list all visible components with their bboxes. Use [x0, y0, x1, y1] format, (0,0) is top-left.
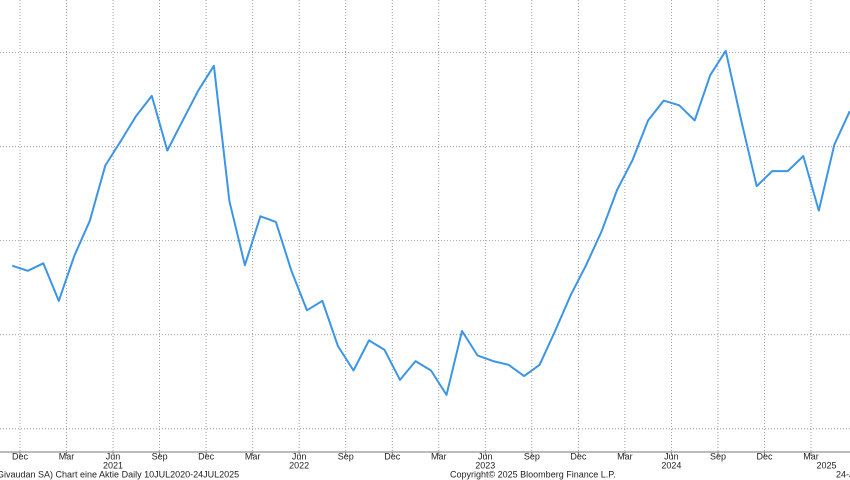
- x-tick-label: Mar: [617, 451, 633, 461]
- price-line: [11, 49, 850, 396]
- x-tick-label: Jun: [106, 451, 121, 461]
- year-label: 2021: [103, 460, 123, 470]
- year-label: 2024: [661, 460, 681, 470]
- year-label: 2022: [289, 460, 309, 470]
- x-tick-label: Jun: [664, 451, 679, 461]
- x-tick-label: Dec: [570, 451, 587, 461]
- year-label: 2023: [475, 460, 495, 470]
- x-tick-label: Sep: [338, 451, 354, 461]
- footer-left: Givaudan SA) Chart eine Aktie Daily 10JU…: [0, 469, 239, 479]
- x-tick-label: Jun: [292, 451, 307, 461]
- x-tick-label: Sep: [710, 451, 726, 461]
- x-tick-label: Sep: [524, 451, 540, 461]
- x-tick-label: Mar: [803, 451, 819, 461]
- x-tick-label: Mar: [431, 451, 447, 461]
- x-tick-label: Mar: [245, 451, 261, 461]
- x-tick-label: Dec: [756, 451, 773, 461]
- x-tick-label: Sep: [152, 451, 168, 461]
- x-tick-label: Dec: [198, 451, 215, 461]
- footer-center: Copyright© 2025 Bloomberg Finance L.P.: [450, 469, 616, 479]
- footer-right: 24-J: [836, 469, 850, 479]
- x-tick-label: Dec: [12, 451, 29, 461]
- x-tick-label: Dec: [384, 451, 401, 461]
- year-label: 2025: [817, 460, 837, 470]
- x-tick-label: Jun: [478, 451, 493, 461]
- x-tick-label: Mar: [59, 451, 75, 461]
